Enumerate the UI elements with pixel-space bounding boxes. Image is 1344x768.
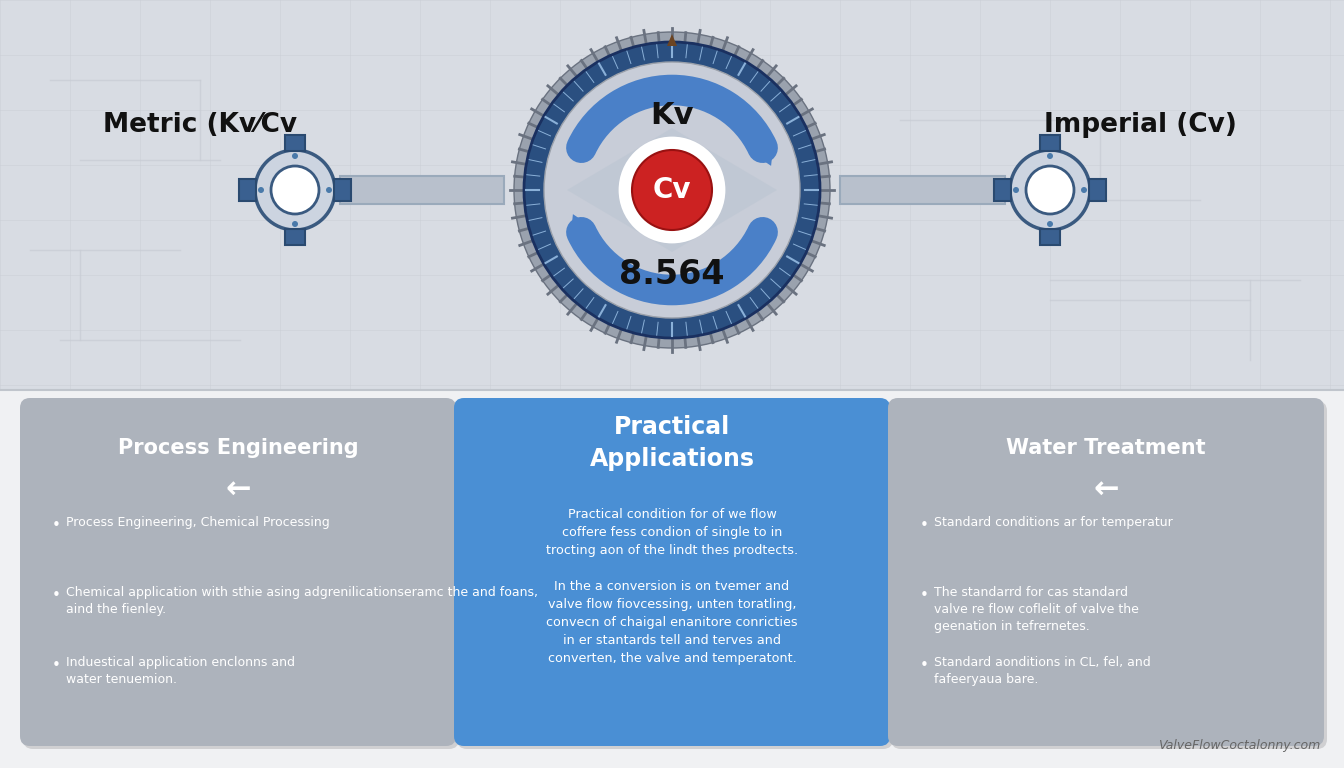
Circle shape bbox=[544, 62, 800, 318]
Text: Metric (Kv⁄Cv: Metric (Kv⁄Cv bbox=[103, 112, 297, 138]
Circle shape bbox=[632, 150, 712, 230]
Text: Kv: Kv bbox=[650, 101, 694, 130]
FancyBboxPatch shape bbox=[285, 135, 305, 151]
Circle shape bbox=[327, 187, 332, 193]
FancyBboxPatch shape bbox=[454, 398, 890, 746]
Polygon shape bbox=[570, 214, 593, 237]
FancyBboxPatch shape bbox=[995, 179, 1011, 201]
Polygon shape bbox=[751, 143, 774, 166]
Text: Chemical application with sthie asing adgrenilicationseramc the and foans,
aind : Chemical application with sthie asing ad… bbox=[66, 586, 538, 616]
FancyBboxPatch shape bbox=[1040, 135, 1060, 151]
Circle shape bbox=[292, 221, 298, 227]
FancyBboxPatch shape bbox=[1089, 179, 1106, 201]
Text: •: • bbox=[921, 518, 929, 533]
Circle shape bbox=[1047, 221, 1052, 227]
FancyBboxPatch shape bbox=[239, 179, 255, 201]
FancyBboxPatch shape bbox=[335, 179, 351, 201]
Circle shape bbox=[1013, 187, 1019, 193]
Circle shape bbox=[1081, 187, 1087, 193]
Text: Standard aonditions in CL, fel, and
fafeeryaua bare.: Standard aonditions in CL, fel, and fafe… bbox=[934, 656, 1150, 686]
FancyBboxPatch shape bbox=[285, 229, 305, 245]
Text: •: • bbox=[52, 518, 60, 533]
Circle shape bbox=[524, 42, 820, 338]
Circle shape bbox=[258, 187, 263, 193]
FancyBboxPatch shape bbox=[23, 401, 460, 749]
FancyBboxPatch shape bbox=[891, 401, 1327, 749]
Text: •: • bbox=[52, 588, 60, 603]
Text: ValveFlowCoctalonny.com: ValveFlowCoctalonny.com bbox=[1157, 739, 1320, 752]
Text: Induestical application enclonns and
water tenuemion.: Induestical application enclonns and wat… bbox=[66, 656, 294, 686]
Text: Standard conditions ar for temperatur: Standard conditions ar for temperatur bbox=[934, 516, 1173, 529]
Circle shape bbox=[1009, 150, 1090, 230]
Text: ←: ← bbox=[226, 475, 251, 505]
Text: Process Engineering: Process Engineering bbox=[118, 438, 359, 458]
FancyBboxPatch shape bbox=[0, 0, 1344, 390]
Text: •: • bbox=[921, 658, 929, 673]
Polygon shape bbox=[567, 128, 777, 252]
Circle shape bbox=[620, 138, 724, 242]
FancyBboxPatch shape bbox=[0, 390, 1344, 768]
FancyBboxPatch shape bbox=[20, 398, 456, 746]
FancyBboxPatch shape bbox=[457, 401, 892, 749]
FancyBboxPatch shape bbox=[840, 176, 1005, 204]
Polygon shape bbox=[667, 34, 677, 46]
Text: •: • bbox=[921, 588, 929, 603]
FancyBboxPatch shape bbox=[1040, 229, 1060, 245]
Text: Practical
Applications: Practical Applications bbox=[590, 415, 754, 471]
Circle shape bbox=[271, 166, 319, 214]
FancyBboxPatch shape bbox=[340, 176, 504, 204]
Text: Cv: Cv bbox=[653, 176, 691, 204]
Circle shape bbox=[292, 153, 298, 159]
Circle shape bbox=[513, 32, 831, 348]
FancyBboxPatch shape bbox=[888, 398, 1324, 746]
Circle shape bbox=[1025, 166, 1074, 214]
Text: The standarrd for cas standard
valve re flow coflelit of valve the
geenation in : The standarrd for cas standard valve re … bbox=[934, 586, 1138, 633]
Text: Process Engineering, Chemical Processing: Process Engineering, Chemical Processing bbox=[66, 516, 329, 529]
Text: Water Treatment: Water Treatment bbox=[1007, 438, 1206, 458]
Text: Imperial (Cv): Imperial (Cv) bbox=[1043, 112, 1236, 138]
Text: •: • bbox=[52, 658, 60, 673]
Circle shape bbox=[1047, 153, 1052, 159]
Circle shape bbox=[255, 150, 335, 230]
Text: Practical condition for of we flow
coffere fess condion of single to in
trocting: Practical condition for of we flow coffe… bbox=[546, 508, 798, 665]
Text: 8.564: 8.564 bbox=[620, 259, 724, 292]
Text: ←: ← bbox=[1093, 475, 1118, 505]
